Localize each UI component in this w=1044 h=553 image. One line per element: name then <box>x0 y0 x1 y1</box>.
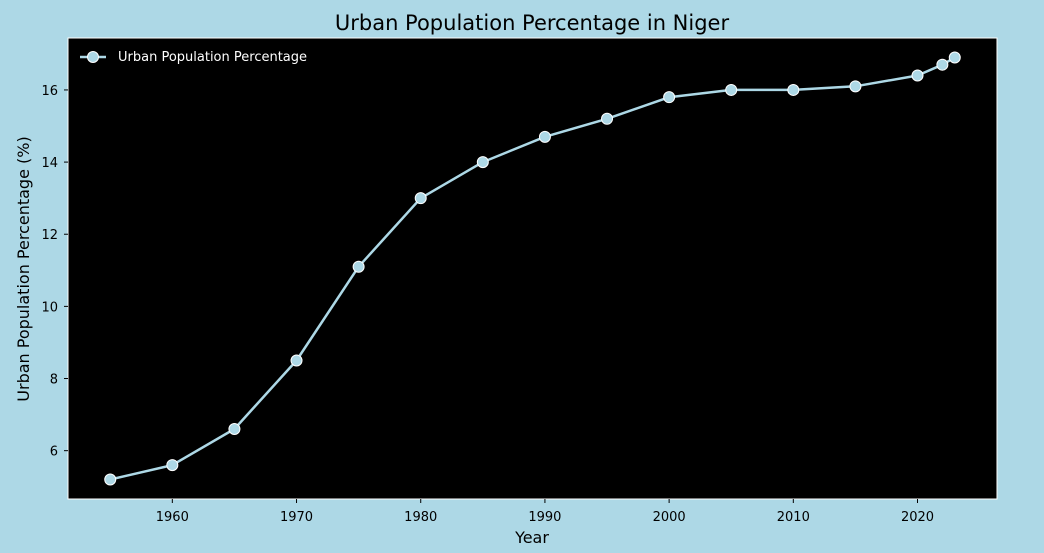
data-point <box>104 473 117 486</box>
data-point <box>725 83 738 96</box>
x-tick-label: 1970 <box>280 510 313 525</box>
y-tick-label: 10 <box>41 300 58 315</box>
legend-label: Urban Population Percentage <box>118 50 307 65</box>
chart-title: Urban Population Percentage in Niger <box>335 11 730 35</box>
series-layer <box>104 51 961 486</box>
x-tick-label: 2020 <box>901 510 934 525</box>
x-tick-label: 1980 <box>404 510 437 525</box>
y-tick-label: 8 <box>50 373 58 388</box>
x-axis-label: Year <box>514 528 549 547</box>
series-line <box>109 56 956 481</box>
data-point <box>352 260 365 273</box>
y-tick-label: 16 <box>41 84 58 99</box>
x-tick-label: 1960 <box>156 510 189 525</box>
data-point <box>538 130 551 143</box>
data-point <box>476 156 489 169</box>
data-point <box>166 459 179 472</box>
data-point <box>948 51 961 64</box>
data-point <box>787 83 800 96</box>
y-axis: 6 8 10 12 14 16 <box>41 84 68 460</box>
y-tick-label: 12 <box>41 228 58 243</box>
data-point <box>414 192 427 205</box>
plot-area <box>67 37 998 500</box>
x-tick-label: 1990 <box>528 510 561 525</box>
data-point <box>663 91 676 104</box>
y-tick-label: 6 <box>50 445 58 460</box>
data-point <box>849 80 862 93</box>
x-tick-label: 2000 <box>653 510 686 525</box>
data-point <box>936 58 949 71</box>
x-axis: 1960 1970 1980 1990 2000 2010 2020 <box>156 499 934 525</box>
data-point <box>911 69 924 82</box>
y-tick-label: 14 <box>41 156 58 171</box>
legend: Urban Population Percentage <box>80 50 307 65</box>
x-tick-label: 2010 <box>777 510 810 525</box>
legend-marker <box>87 51 99 63</box>
data-point <box>601 112 614 125</box>
data-point <box>290 354 303 367</box>
y-axis-label: Urban Population Percentage (%) <box>14 136 33 401</box>
data-point <box>228 423 241 436</box>
